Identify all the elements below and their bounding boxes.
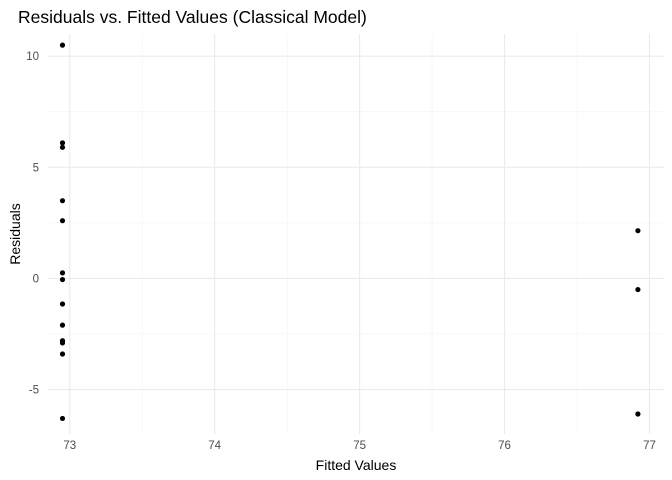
y-axis-ticks: -5 0 5 10: [26, 51, 39, 396]
data-point: [635, 228, 641, 234]
data-point: [59, 144, 66, 150]
x-tick-label: 73: [63, 440, 76, 452]
y-axis-title: Residuals: [7, 203, 23, 264]
y-tick-label: 5: [33, 162, 39, 174]
x-tick-label: 77: [643, 440, 656, 452]
data-point: [59, 218, 66, 224]
y-tick-label: 10: [26, 51, 39, 63]
data-point: [59, 270, 66, 276]
x-tick-label: 75: [353, 440, 366, 452]
data-point: [635, 286, 641, 293]
data-point: [59, 322, 66, 328]
x-tick-label: 74: [208, 440, 221, 452]
data-point: [59, 140, 66, 146]
x-axis-title: Fitted Values: [316, 457, 397, 473]
data-point: [59, 301, 66, 307]
data-point: [635, 411, 641, 417]
data-points: [59, 42, 641, 422]
x-tick-label: 76: [498, 440, 511, 452]
gridlines: [48, 34, 664, 434]
data-point: [59, 42, 66, 48]
data-point: [59, 276, 66, 283]
data-point: [59, 340, 66, 346]
y-tick-label: 0: [33, 273, 39, 285]
data-point: [59, 351, 66, 357]
x-axis-ticks: 73 74 75 76 77: [63, 440, 656, 452]
data-point: [59, 198, 66, 204]
y-tick-label: -5: [29, 385, 39, 397]
data-point: [59, 415, 66, 422]
chart-title: Residuals vs. Fitted Values (Classical M…: [18, 7, 367, 27]
